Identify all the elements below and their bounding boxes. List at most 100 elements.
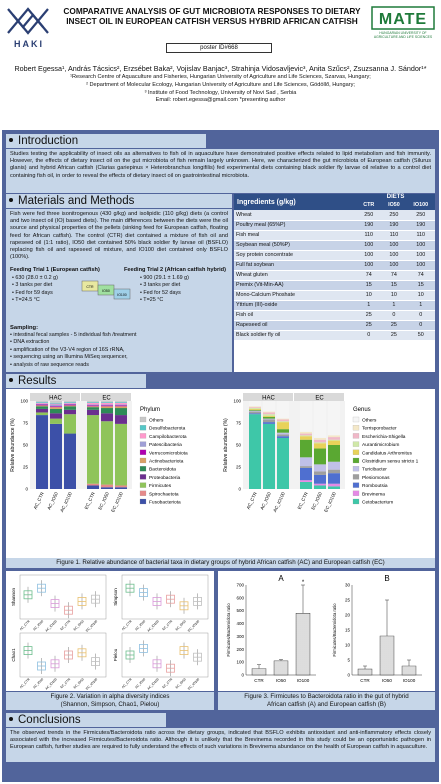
legend-label: Spirochaetota <box>149 491 179 497</box>
ingredient-value: 100 <box>406 240 435 251</box>
bar-segment <box>50 403 62 405</box>
x-tick-label: EC_IO100 <box>187 619 201 633</box>
table-row: Fish oil 25 0 0 <box>234 310 435 321</box>
legend-label: Turicibacter <box>362 467 387 473</box>
x-tick-label: AC_IO50 <box>32 619 44 631</box>
y-tick-label: 0 <box>241 673 244 678</box>
sampling-item: amplification of the V3-V4 region of 16S… <box>10 347 137 354</box>
panel-label: Chao1 <box>11 648 16 662</box>
ingredient-value: 110 <box>381 230 407 241</box>
x-tick-label: AC_IO100 <box>44 677 58 691</box>
tank-label: IO100 <box>117 293 127 297</box>
bar-segment <box>277 434 289 437</box>
ingredient-value: 250 <box>406 210 435 221</box>
x-tick-label: AC_IO50 <box>134 677 146 689</box>
bar-segment <box>101 421 113 485</box>
y-tick-label: 300 <box>236 634 244 639</box>
bar-segment <box>249 413 261 415</box>
bar-segment <box>263 401 275 412</box>
trial-1-item: 3 tanks per diet <box>12 282 58 289</box>
bar-segment <box>87 401 99 403</box>
table-row: Soybean meal (50%P) 100 100 100 <box>234 240 435 251</box>
bar-segment <box>300 466 312 468</box>
bar-segment <box>328 401 340 436</box>
bar-segment <box>328 486 340 489</box>
ingredient-name: Black soldier fly oil <box>234 330 357 341</box>
x-tick-label: AC_IO100 <box>272 491 286 513</box>
legend-title: Genus <box>353 407 371 413</box>
bar-segment <box>300 401 312 432</box>
table-row: Soy protein concentrate 100 100 100 <box>234 250 435 261</box>
sampling-item: analysis of raw sequence reads <box>10 362 137 369</box>
table-row: Wheat gluten 74 74 74 <box>234 270 435 281</box>
bar-segment <box>50 413 62 419</box>
bar-segment <box>277 401 289 419</box>
x-tick-label: AC_IO50 <box>46 491 59 511</box>
x-tick-label: AC_CTR <box>19 619 31 631</box>
bar-segment <box>263 418 275 420</box>
methods-heading: Materials and Methods <box>6 194 232 208</box>
x-tick-label: AC_IO100 <box>146 677 160 691</box>
ingredient-name: Fish meal <box>234 230 357 241</box>
y-axis-label: Firmicutes/Bacteroidota ratio <box>226 603 231 657</box>
bar-segment <box>277 437 289 489</box>
x-tick-label: EC_IO100 <box>85 677 99 691</box>
ingredient-name: Fish oil <box>234 310 357 321</box>
y-tick-label: 100 <box>20 399 28 404</box>
phylum-abundance-chart: HAC EC 0 25 50 75 100 Relative abundance (%) AC_… <box>10 393 188 513</box>
ingredient-value: 190 <box>356 220 382 231</box>
bar-segment <box>101 405 113 407</box>
legend-label: Clostridium sensu stricto 1 <box>362 459 419 465</box>
x-tick-label: EC_CTR <box>297 491 310 510</box>
bar-segment <box>64 433 76 489</box>
x-tick-label: EC_IO100 <box>110 491 124 513</box>
bar-segment <box>263 423 275 489</box>
bar-segment <box>101 484 113 488</box>
bar-segment <box>314 437 326 440</box>
bar-segment <box>87 485 99 489</box>
ingredient-value: 110 <box>406 230 435 241</box>
y-tick-label: 75 <box>236 421 242 426</box>
y-tick-label: 600 <box>236 595 244 600</box>
bar-segment <box>36 412 48 416</box>
trial-1-list: 630 (28.0 ± 0.2 g) 3 tanks per diet Fed … <box>12 275 58 304</box>
legend-swatch <box>352 441 360 447</box>
ratio-bar <box>401 665 417 676</box>
bar-segment <box>249 406 261 408</box>
introduction-panel: Studies testing the applicability of ins… <box>6 149 435 193</box>
bar-segment <box>64 414 76 434</box>
conclusions-panel: The observed trends in the Firmicutes/Ba… <box>6 728 435 762</box>
x-tick-label: AC_CTR <box>33 491 46 510</box>
trial-1-title: Feeding Trial 1 (European catfish) <box>10 267 100 273</box>
x-tick-label: EC_IO50 <box>310 491 323 511</box>
sampling-item: DNA extraction <box>10 339 137 346</box>
ingredient-value: 250 <box>381 210 407 221</box>
ingredient-value: 100 <box>381 250 407 261</box>
author-names: Robert Egessa¹, András Tácsics², Erzsébe… <box>14 64 427 73</box>
bar-segment <box>87 404 99 406</box>
bar-segment <box>300 435 312 437</box>
figure-1-panel: HAC EC 0 25 50 75 100 Relative abundance (%) AC_… <box>6 389 435 567</box>
y-tick-label: 10 <box>345 643 351 648</box>
tank-io100 <box>113 288 131 300</box>
legend-label: Verrucomicrobiota <box>149 450 188 456</box>
legend-swatch <box>139 416 147 423</box>
table-row: Full fat soybean 100 100 100 <box>234 260 435 271</box>
bar-segment <box>277 436 289 438</box>
mate-logo-subtext: HUNGARIAN UNIVERSITY OF AGRICULTURE AND … <box>373 31 433 39</box>
y-tick-label: 75 <box>23 421 29 426</box>
x-tick-label: AC_IO50 <box>134 619 146 631</box>
ingredient-value: 74 <box>356 270 382 281</box>
haki-logo-text: HAKI <box>14 39 44 49</box>
ingredient-value: 100 <box>356 250 382 261</box>
legend-title: Phylum <box>140 407 160 413</box>
table-row: Fish meal 110 110 110 <box>234 230 435 241</box>
bar-segment <box>300 480 312 482</box>
bar-segment <box>64 401 76 402</box>
legend-label: Romboutsia <box>362 483 388 489</box>
bar-segment <box>115 401 127 402</box>
legend-label: Fusobacteriota <box>149 500 181 506</box>
table-col-io50: IO50 <box>381 200 407 210</box>
x-tick-label: AC_IO100 <box>44 619 58 633</box>
y-tick-label: 0 <box>347 673 350 678</box>
